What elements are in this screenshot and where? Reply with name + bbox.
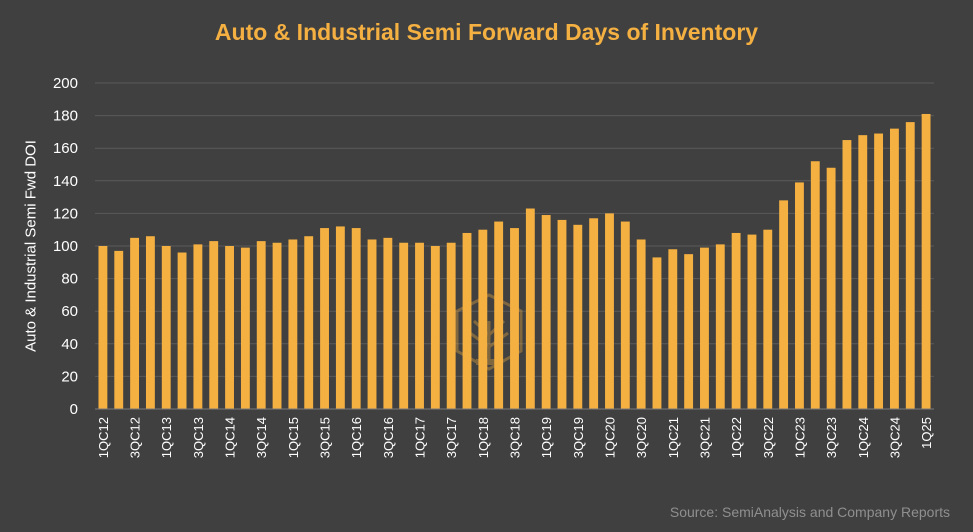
x-tick-label: 3QC16 <box>381 417 396 458</box>
x-tick-label: 3QC17 <box>444 417 459 458</box>
bar-chart: 020406080100120140160180200 1QC12 3QC12 1Q… <box>0 0 973 532</box>
bar <box>874 134 883 409</box>
x-tick-label: 3QC18 <box>508 417 523 458</box>
bar <box>130 238 139 409</box>
x-tick-label: 1QC23 <box>792 417 807 458</box>
x-tick-label: 3QC14 <box>254 417 269 458</box>
bar <box>732 233 741 409</box>
bar <box>684 254 693 409</box>
y-tick-label: 160 <box>53 140 78 157</box>
x-tick-label: 1QC16 <box>349 417 364 458</box>
y-tick-label: 80 <box>61 271 78 288</box>
x-tick-label: 1QC17 <box>413 417 428 458</box>
x-tick-label: 3QC15 <box>318 417 333 458</box>
x-tick-label: 1QC24 <box>856 417 871 458</box>
bar <box>98 246 107 409</box>
x-tick-label: 1QC21 <box>666 417 681 458</box>
x-tick-label: 1QC20 <box>602 417 617 458</box>
bar <box>858 135 867 409</box>
bar <box>431 246 440 409</box>
bar <box>637 239 646 409</box>
bar <box>257 241 266 409</box>
x-tick-label: 3QC21 <box>697 417 712 458</box>
bar <box>209 241 218 409</box>
bar <box>336 226 345 409</box>
x-axis-ticks: 1QC12 3QC12 1QC13 3QC13 1QC14 3QC14 1QC15 3QC15… <box>96 417 934 458</box>
y-tick-label: 200 <box>53 75 78 92</box>
bar <box>241 248 250 409</box>
bar <box>763 230 772 409</box>
bar <box>399 243 408 409</box>
bar <box>605 213 614 409</box>
bar <box>225 246 234 409</box>
x-tick-label: 3QC19 <box>571 417 586 458</box>
bar <box>558 220 567 409</box>
x-tick-label: 3QC24 <box>887 417 902 458</box>
bar <box>827 168 836 409</box>
x-tick-label: 1QC19 <box>539 417 554 458</box>
bar <box>573 225 582 409</box>
x-tick-label: 3QC12 <box>128 417 143 458</box>
bar <box>273 243 282 409</box>
bar <box>843 140 852 409</box>
x-tick-label: 3QC23 <box>824 417 839 458</box>
bar <box>162 246 171 409</box>
semianalysis-logo-icon <box>446 291 532 391</box>
y-tick-label: 0 <box>70 401 78 418</box>
x-tick-label: 1QC12 <box>96 417 111 458</box>
x-tick-label: 3QC13 <box>191 417 206 458</box>
x-tick-label: 1QC18 <box>476 417 491 458</box>
chart-canvas: Auto & Industrial Semi Forward Days of I… <box>0 0 973 532</box>
x-tick-label: 1Q25 <box>919 417 934 449</box>
source-note: Source: SemiAnalysis and Company Reports <box>670 504 950 520</box>
bar <box>716 244 725 409</box>
bar <box>890 129 899 409</box>
bar <box>621 222 630 409</box>
x-tick-label: 3QC22 <box>761 417 776 458</box>
bar <box>779 200 788 409</box>
y-axis-ticks: 0 20 40 60 80 100 120 140 160 180 200 <box>53 75 78 418</box>
bar <box>352 228 361 409</box>
y-tick-label: 140 <box>53 173 78 190</box>
x-tick-label: 1QC22 <box>729 417 744 458</box>
x-tick-label: 1QC14 <box>223 417 238 458</box>
bar <box>700 248 709 409</box>
bar <box>114 251 123 409</box>
y-tick-label: 100 <box>53 238 78 255</box>
y-tick-label: 20 <box>61 368 78 385</box>
bar <box>320 228 329 409</box>
bar <box>922 114 931 409</box>
y-tick-label: 120 <box>53 205 78 222</box>
x-tick-label: 1QC13 <box>159 417 174 458</box>
y-tick-label: 180 <box>53 108 78 125</box>
bar <box>542 215 551 409</box>
x-tick-label: 1QC15 <box>286 417 301 458</box>
bar <box>178 253 187 409</box>
bar <box>906 122 915 409</box>
bar <box>146 236 155 409</box>
bar <box>589 218 598 409</box>
bar <box>653 257 662 409</box>
bar <box>383 238 392 409</box>
bar <box>668 249 677 409</box>
bar <box>811 161 820 409</box>
y-tick-label: 40 <box>61 336 78 353</box>
bar <box>795 182 804 409</box>
x-tick-label: 3QC20 <box>634 417 649 458</box>
y-tick-label: 60 <box>61 303 78 320</box>
bar <box>304 236 313 409</box>
bar <box>748 235 757 409</box>
bar <box>288 239 297 409</box>
bar <box>415 243 424 409</box>
bar <box>368 239 377 409</box>
bar <box>193 244 202 409</box>
